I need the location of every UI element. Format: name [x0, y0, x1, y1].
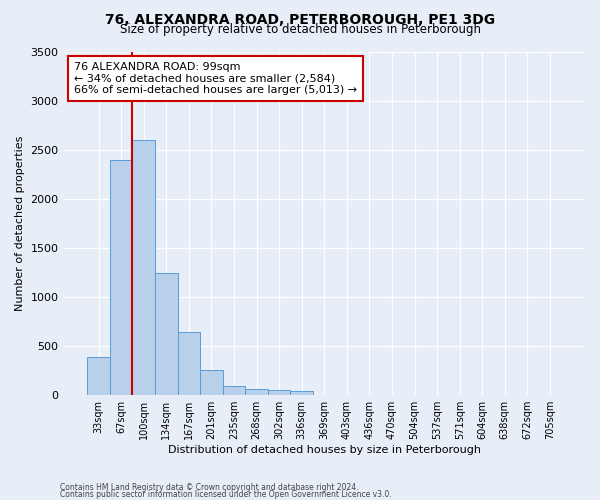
Text: Contains HM Land Registry data © Crown copyright and database right 2024.: Contains HM Land Registry data © Crown c…: [60, 484, 359, 492]
Bar: [133, 140, 155, 395]
Bar: [245, 390, 268, 395]
Bar: [290, 392, 313, 395]
Bar: [110, 160, 133, 395]
Text: Contains public sector information licensed under the Open Government Licence v3: Contains public sector information licen…: [60, 490, 392, 499]
Text: 76, ALEXANDRA ROAD, PETERBOROUGH, PE1 3DG: 76, ALEXANDRA ROAD, PETERBOROUGH, PE1 3D…: [105, 12, 495, 26]
Y-axis label: Number of detached properties: Number of detached properties: [15, 136, 25, 311]
X-axis label: Distribution of detached houses by size in Peterborough: Distribution of detached houses by size …: [168, 445, 481, 455]
Bar: [178, 332, 200, 395]
Text: 76 ALEXANDRA ROAD: 99sqm
← 34% of detached houses are smaller (2,584)
66% of sem: 76 ALEXANDRA ROAD: 99sqm ← 34% of detach…: [74, 62, 357, 95]
Text: Size of property relative to detached houses in Peterborough: Size of property relative to detached ho…: [119, 22, 481, 36]
Bar: [223, 386, 245, 395]
Bar: [268, 390, 290, 395]
Bar: [155, 274, 178, 395]
Bar: [87, 357, 110, 395]
Bar: [200, 370, 223, 395]
